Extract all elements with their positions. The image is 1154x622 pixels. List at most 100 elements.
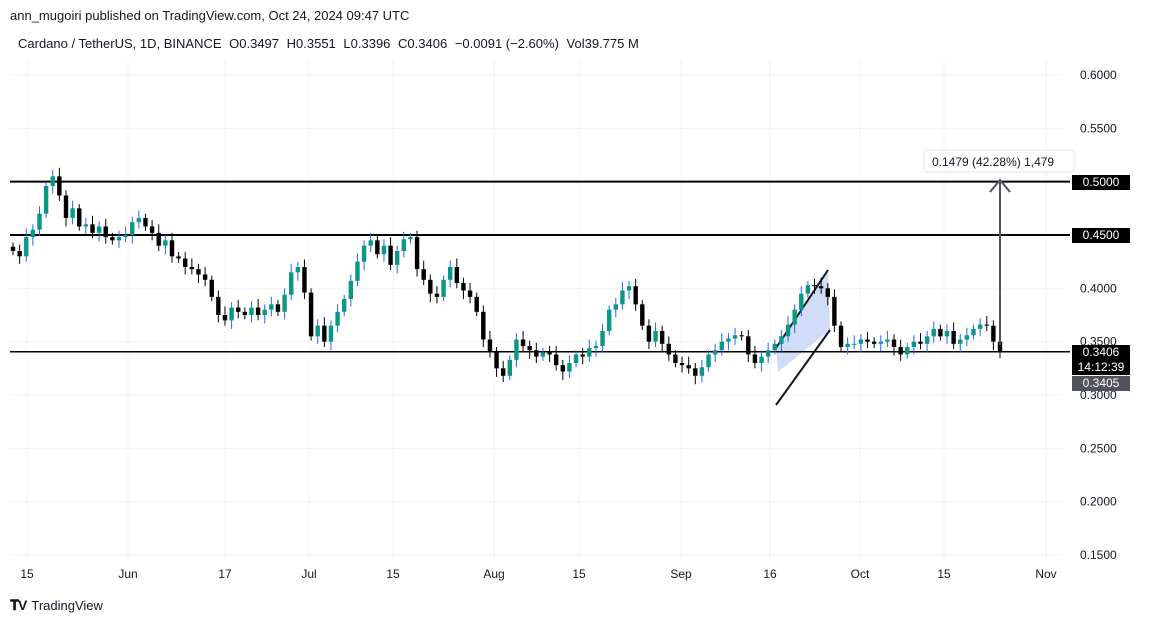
x-tick-label: Nov bbox=[1035, 567, 1056, 581]
candle-body bbox=[395, 251, 400, 265]
candle bbox=[342, 294, 347, 317]
candle-body bbox=[315, 325, 320, 337]
candle-body bbox=[461, 283, 466, 291]
candle bbox=[414, 230, 420, 277]
candle-body bbox=[83, 224, 89, 227]
legend-change: −0.0091 (−2.60%) bbox=[454, 36, 559, 51]
candle-body bbox=[852, 343, 857, 345]
candle bbox=[898, 339, 903, 361]
candle-body bbox=[507, 359, 513, 376]
candle-body bbox=[381, 245, 387, 255]
candle-body bbox=[931, 328, 936, 337]
candle bbox=[845, 337, 850, 355]
candle bbox=[752, 345, 758, 369]
candle bbox=[375, 236, 380, 259]
last-price-badge: 0.3406 bbox=[1072, 345, 1130, 360]
candle bbox=[812, 278, 817, 294]
candle-body bbox=[242, 311, 248, 315]
candle bbox=[454, 258, 460, 289]
symbol-name[interactable]: Cardano / TetherUS, 1D, BINANCE bbox=[18, 36, 222, 51]
candle-body bbox=[348, 280, 354, 299]
y-tick-label: 0.2500 bbox=[1080, 441, 1117, 455]
candle-body bbox=[785, 324, 791, 337]
candle-body bbox=[560, 365, 566, 372]
candle-body bbox=[991, 325, 996, 342]
candle bbox=[37, 206, 42, 237]
candle-body bbox=[50, 176, 55, 186]
x-tick-label: 17 bbox=[218, 567, 232, 581]
candle bbox=[938, 324, 943, 341]
candle bbox=[547, 345, 552, 362]
candle bbox=[852, 335, 857, 350]
ascending-channel-drawing[interactable] bbox=[775, 269, 831, 406]
candle bbox=[163, 235, 168, 255]
candle-body bbox=[706, 354, 711, 368]
candle-body bbox=[964, 335, 970, 340]
candle bbox=[130, 216, 135, 244]
candle bbox=[858, 334, 864, 353]
candle bbox=[242, 307, 248, 320]
candle-body bbox=[977, 324, 983, 329]
tradingview-brand[interactable]: 𝐓V TradingView bbox=[10, 597, 103, 614]
candle bbox=[255, 299, 261, 321]
candle bbox=[500, 360, 506, 383]
candle-body bbox=[646, 325, 652, 342]
candle-body bbox=[123, 235, 128, 238]
candle-body bbox=[580, 354, 585, 357]
candle bbox=[295, 261, 301, 281]
candle bbox=[918, 333, 923, 350]
candle bbox=[368, 232, 373, 253]
candle-body bbox=[103, 226, 108, 238]
candle bbox=[315, 319, 320, 344]
candle-body bbox=[779, 336, 784, 344]
candle-body bbox=[587, 348, 592, 357]
candle-body bbox=[845, 343, 850, 347]
candle-body bbox=[216, 296, 221, 315]
candle-body bbox=[540, 352, 546, 357]
candle bbox=[328, 320, 334, 351]
candle bbox=[633, 278, 638, 311]
candle-body bbox=[355, 261, 360, 281]
channel-lower-line[interactable] bbox=[775, 329, 831, 406]
candle bbox=[10, 242, 16, 256]
candle bbox=[249, 301, 254, 323]
candle bbox=[553, 345, 559, 371]
candle bbox=[202, 267, 208, 287]
candle bbox=[593, 340, 599, 357]
candle bbox=[891, 334, 897, 356]
candle bbox=[620, 281, 625, 310]
horizontal-levels[interactable] bbox=[10, 180, 1070, 353]
candle-body bbox=[527, 345, 532, 351]
measure-arrow-head bbox=[989, 178, 1011, 193]
candle bbox=[653, 322, 658, 347]
candle-body bbox=[262, 309, 267, 315]
candle bbox=[361, 240, 367, 271]
candle-body bbox=[222, 315, 228, 321]
candle-body bbox=[534, 350, 539, 357]
candle-body bbox=[772, 343, 777, 351]
candle-body bbox=[911, 341, 917, 347]
candle-body bbox=[659, 331, 665, 344]
candle bbox=[765, 342, 771, 363]
candle bbox=[236, 300, 241, 319]
candle bbox=[176, 252, 181, 263]
candle bbox=[183, 252, 188, 275]
candle-body bbox=[620, 290, 625, 305]
candle bbox=[825, 283, 830, 306]
candle-body bbox=[712, 350, 718, 355]
x-tick-label: 15 bbox=[386, 567, 400, 581]
candle-body bbox=[686, 365, 691, 369]
x-axis-ticks: 15 Jun 17 Jul 15 Aug 15 Sep 16 Oct 15 Nov bbox=[20, 567, 1056, 581]
candle bbox=[149, 220, 155, 241]
measure-arrow[interactable]: 0.1479 (42.28%) 1,479 bbox=[923, 149, 1075, 345]
candle bbox=[924, 331, 930, 353]
candle-body bbox=[666, 343, 671, 355]
countdown-badge: 14:12:39 bbox=[1072, 360, 1130, 375]
candle bbox=[50, 169, 55, 194]
candle bbox=[428, 274, 433, 303]
candle bbox=[944, 324, 950, 344]
candle-body bbox=[858, 339, 864, 344]
legend-close: C0.3406 bbox=[398, 36, 448, 51]
candle-body bbox=[428, 279, 433, 294]
